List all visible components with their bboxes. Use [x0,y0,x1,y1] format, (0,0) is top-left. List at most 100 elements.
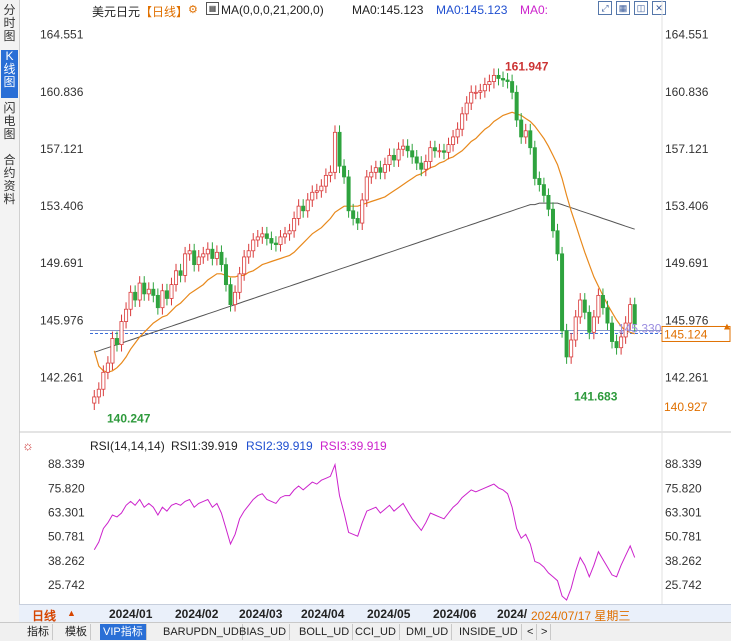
left-sidebar: 分时图 K线图 闪电图 合约资料 [0,0,20,622]
period-arrow-icon[interactable]: ▲ [67,608,76,618]
high-annotation: 161.947 [505,60,549,74]
candle-body [437,150,442,153]
scroll-left-button[interactable]: < [524,624,538,640]
price-tick-right: 164.551 [665,28,709,42]
candle-body [164,290,169,299]
candle-body [546,194,551,210]
low-annotation-right: 141.683 [574,389,618,403]
close-icon[interactable]: ✕ [652,1,666,15]
candle-body [292,218,297,232]
rsi-params: RSI(14,14,14) [90,439,165,453]
candle-body [501,78,506,81]
candle-body [382,164,387,173]
candle-body [610,322,615,342]
candle-body [205,248,210,255]
candle-body [419,162,424,170]
candle-body [560,253,565,332]
candle-body [441,150,446,153]
tab-vip-indicators[interactable]: VIP指标 [100,624,147,640]
rsi-tick-left: 50.781 [48,530,85,544]
tab-dmi[interactable]: DMI_UD [403,624,453,640]
tab-lightning[interactable]: 闪电图 [3,101,16,141]
indicator-icon[interactable]: ▦ [206,2,219,15]
candle-body [342,165,347,178]
tab-templates[interactable]: 模板 [62,624,91,640]
date-label: 2024/04 [301,607,345,621]
candle-body [310,191,315,201]
candle-body [623,322,628,338]
candle-body [523,130,528,138]
price-arrow-icon: ▲ [722,321,731,332]
expand-icon[interactable]: ⤢ [598,1,612,15]
candle-body [219,251,224,266]
current-price-label: 145.124 [664,327,708,341]
price-tick-right: 149.691 [665,256,709,270]
candle-body [214,251,219,259]
tab-barupdn[interactable]: BARUPDN_UD [160,624,243,640]
period-button[interactable]: 日线 [32,609,57,623]
candle-body [491,74,496,82]
candle-body [496,74,501,79]
candle-body [101,371,106,390]
candle-body [582,299,587,313]
candle-body [473,91,478,94]
grid-icon[interactable]: ▦ [616,1,630,15]
rsi1-value: RSI1:39.919 [171,439,238,453]
candle-body [201,253,206,258]
candle-body [464,102,469,115]
candle-body [628,304,633,324]
tab-bias[interactable]: BIAS_UD [236,624,291,640]
candle-body [351,210,356,219]
candle-body [283,233,288,238]
candle-body [619,336,624,349]
candle-body [569,339,574,358]
gear-icon[interactable]: ⚙ [188,4,198,16]
price-tick-right: 157.121 [665,142,709,156]
date-label: 2024/02 [175,607,219,621]
period-label[interactable]: 【日线】 [140,5,189,19]
price-tick-right: 142.261 [665,371,709,385]
candle-body [632,304,637,326]
candle-body [228,284,233,306]
price-tick-right: 145.976 [665,313,709,327]
tab-inside[interactable]: INSIDE_UD [456,624,522,640]
tab-boll[interactable]: BOLL_UD [296,624,354,640]
low-annotation-left: 140.247 [107,412,151,426]
candle-body [478,90,483,93]
candle-body [269,238,274,244]
candle-body [396,148,401,161]
candle-body [541,184,546,196]
candle-body [564,330,569,358]
tab-kline[interactable]: K线图 [1,50,18,98]
ma0-value-3: MA0: [520,3,549,17]
candle-body [105,362,110,373]
scroll-right-button[interactable]: > [538,624,552,640]
candle-body [555,230,560,255]
date-label: 2024/01 [109,607,153,621]
candle-body [278,236,283,246]
sun-icon[interactable]: ☼ [22,438,34,453]
date-label: 2024/03 [239,607,283,621]
tab-contract-info[interactable]: 合约资料 [3,153,16,206]
candle-body [255,236,260,241]
rsi-tick-right: 25.742 [665,578,702,592]
candle-body [328,171,333,176]
candle-body [596,294,601,318]
candle-body [273,242,278,246]
candle-body [482,84,487,92]
tab-timeshare[interactable]: 分时图 [3,3,16,43]
tile-icon[interactable]: ◫ [634,1,648,15]
candle-body [537,178,542,186]
tab-cci[interactable]: CCI_UD [352,624,400,640]
candle-body [296,205,301,219]
candle-body [346,176,351,212]
rsi-tick-left: 38.262 [48,554,85,568]
candle-body [128,291,133,310]
candle-body [174,270,179,286]
candle-body [169,284,174,299]
candle-body [460,113,465,130]
candle-body [514,91,519,121]
tab-indicators[interactable]: 指标 [24,624,53,640]
ma0-value-2: MA0:145.123 [436,3,508,17]
